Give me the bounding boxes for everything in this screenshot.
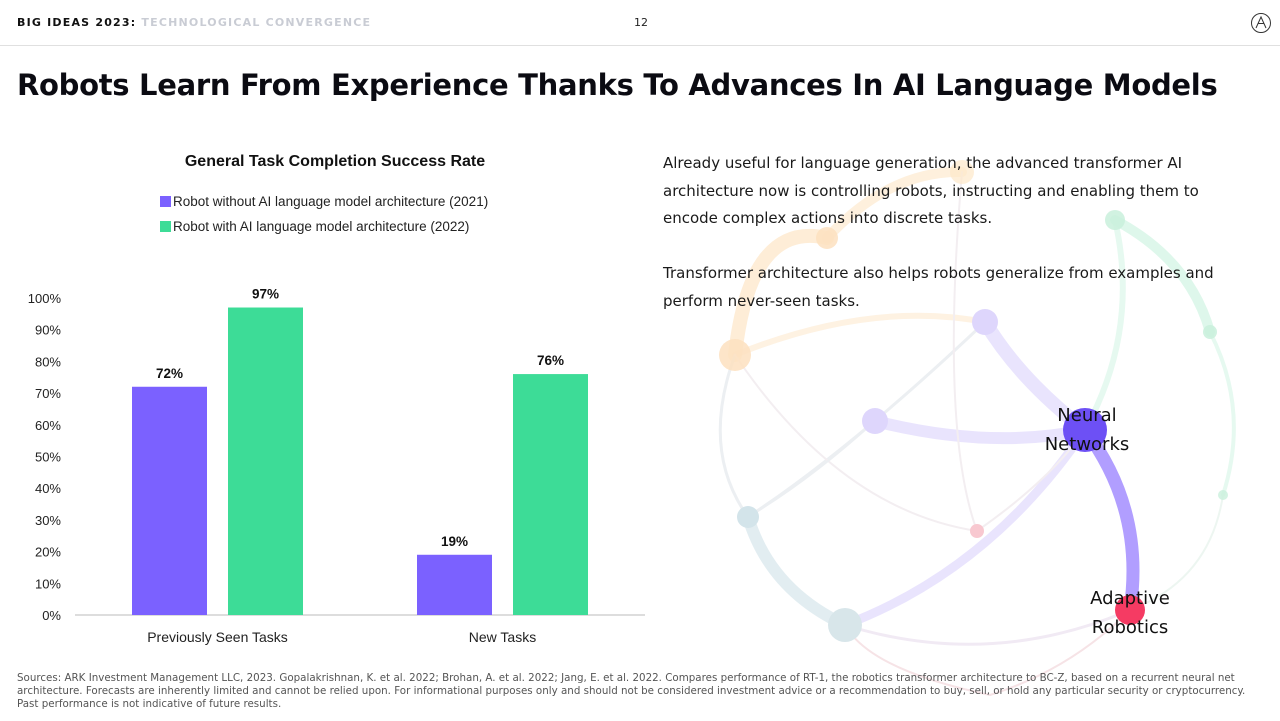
bar [513,374,588,615]
ark-logo-icon [1251,13,1271,33]
x-category-label: Previously Seen Tasks [147,629,288,645]
y-tick-label: 100% [28,291,62,306]
slide-title: Robots Learn From Experience Thanks To A… [17,68,1218,102]
legend-swatch [160,221,171,232]
bar-value-label: 19% [441,534,468,549]
intro-paragraph: Already useful for language generation, … [663,154,1199,227]
network-label-neural-networks: Neural Networks [1040,401,1134,459]
y-tick-label: 60% [35,418,61,433]
chart-title: General Task Completion Success Rate [185,153,485,170]
sources-footnote: Sources: ARK Investment Management LLC, … [17,672,1246,710]
network-label-adaptive-robotics: Adaptive Robotics [1080,584,1180,642]
network-label-line: Networks [1044,434,1130,455]
x-category-label: New Tasks [469,629,536,645]
y-tick-label: 80% [35,354,61,369]
y-tick-label: 30% [35,513,61,528]
bar-value-label: 76% [537,353,564,368]
header-divider [0,45,1280,46]
y-tick-label: 90% [35,323,61,338]
y-tick-label: 10% [35,576,61,591]
legend-label: Robot without AI language model architec… [173,194,488,209]
slide-header: BIG IDEAS 2023: TECHNOLOGICAL CONVERGENC… [0,0,1280,46]
network-label-line: Robotics [1091,617,1169,638]
y-tick-label: 20% [35,545,61,560]
brand-subtitle: TECHNOLOGICAL CONVERGENCE [141,16,372,29]
bar-value-label: 72% [156,366,183,381]
bar-value-label: 97% [252,287,279,302]
y-tick-label: 0% [42,608,61,623]
generalize-paragraph: Transformer architecture also helps robo… [663,264,1214,310]
network-graph-illustration [718,160,1236,696]
brand-line: BIG IDEAS 2023: TECHNOLOGICAL CONVERGENC… [17,16,371,29]
y-tick-label: 50% [35,450,61,465]
legend-label: Robot with AI language model architectur… [173,219,469,234]
y-tick-label: 70% [35,386,61,401]
legend-swatch [160,196,171,207]
network-label-line: Adaptive [1090,588,1170,609]
bar [132,386,207,615]
bar [417,554,492,615]
brand-name: BIG IDEAS 2023 [17,16,131,29]
success-rate-bar-chart: General Task Completion Success Rate Robo… [28,153,645,645]
network-label-line: Neural [1057,405,1117,426]
brand-separator: : [130,16,137,29]
page-number: 12 [634,16,648,29]
y-tick-label: 40% [35,481,61,496]
bar [228,307,303,615]
